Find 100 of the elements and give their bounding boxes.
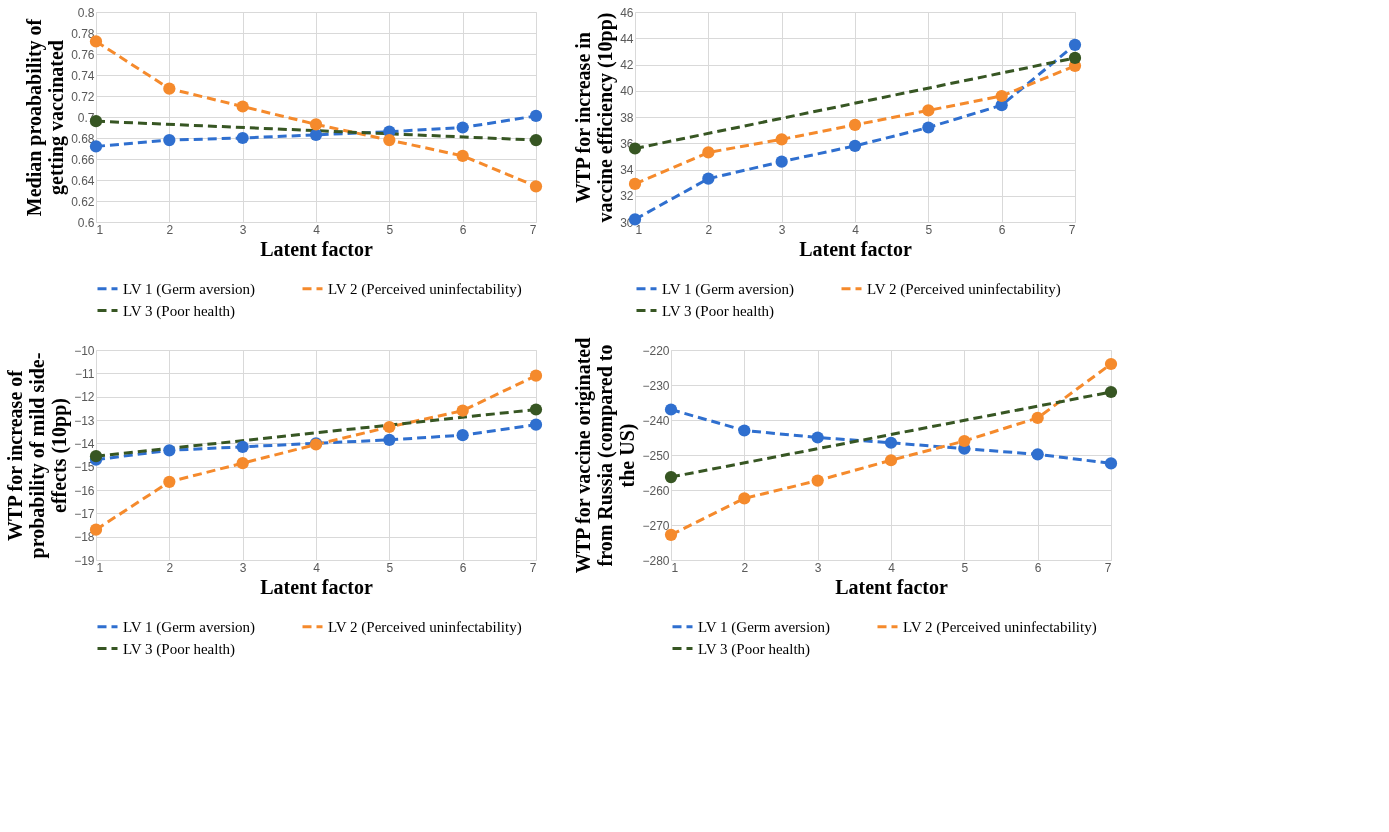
x-axis-title: Latent factor	[260, 575, 373, 598]
point	[1031, 448, 1044, 461]
point	[383, 433, 396, 446]
x-tick-label: 2	[166, 560, 174, 575]
y-tick-label: −19	[74, 553, 95, 568]
point	[884, 436, 898, 449]
x-tick-label: 6	[459, 222, 467, 237]
y-tick-label: −230	[642, 378, 670, 393]
y-tick-label: 42	[620, 58, 634, 72]
x-axis-title: Latent factor	[835, 575, 948, 598]
x-tick-label: 5	[386, 222, 394, 237]
legend-label: LV 2 (Perceived uninfectability)	[328, 280, 522, 298]
x-tick-label: 6	[1034, 560, 1042, 575]
y-tick-label: 0.78	[71, 26, 95, 41]
point	[163, 82, 176, 95]
point	[163, 444, 176, 457]
legend-label: LV 1 (Germ aversion)	[662, 280, 795, 298]
legend-label: LV 1 (Germ aversion)	[123, 280, 256, 298]
y-axis-title: WTP for increase in vaccine efficiency (10pp)	[572, 12, 618, 223]
x-tick-label: 7	[529, 222, 537, 237]
x-tick-label: 4	[888, 560, 896, 575]
y-tick-label: 0.62	[71, 194, 95, 209]
point	[163, 133, 176, 147]
point	[848, 118, 862, 131]
y-tick-label: 38	[620, 110, 634, 125]
y-axis-title: WTP for vaccine originated from Russia (compared to the US)	[572, 337, 640, 574]
point	[236, 440, 249, 453]
y-tick-label: −240	[642, 413, 670, 428]
point	[456, 429, 469, 442]
point	[775, 133, 788, 146]
y-tick-label: −12	[74, 390, 95, 405]
point	[664, 470, 678, 484]
point	[236, 100, 249, 113]
point	[702, 146, 715, 159]
legend-label: LV 1 (Germ aversion)	[698, 618, 831, 636]
y-tick-label: 0.74	[71, 68, 95, 83]
x-tick-label: 5	[925, 222, 933, 237]
y-tick-label: 34	[620, 163, 634, 177]
point	[1104, 457, 1118, 470]
x-axis-title: Latent factor	[260, 237, 373, 260]
point	[811, 474, 824, 487]
point	[664, 403, 678, 416]
x-tick-label: 5	[386, 560, 394, 575]
y-tick-label: −11	[75, 366, 95, 381]
y-tick-label: 46	[620, 5, 634, 20]
point	[995, 89, 1008, 103]
point	[922, 121, 935, 134]
point	[529, 403, 543, 416]
legend-label: LV 2 (Perceived uninfectability)	[867, 280, 1061, 298]
point	[529, 109, 543, 123]
point	[848, 139, 862, 152]
y-tick-label: 0.76	[71, 47, 95, 62]
x-tick-label: 3	[814, 560, 822, 575]
y-tick-label: −14	[74, 436, 95, 451]
point	[958, 434, 971, 448]
y-tick-label: 0.66	[71, 152, 95, 167]
point	[529, 369, 543, 382]
x-tick-label: 2	[741, 560, 749, 575]
point	[309, 118, 323, 131]
x-tick-label: 5	[961, 560, 969, 575]
x-tick-label: 7	[529, 560, 537, 575]
point	[1031, 411, 1044, 425]
y-tick-label: 0.72	[71, 89, 95, 104]
point	[664, 528, 678, 541]
y-tick-label: −220	[642, 343, 670, 358]
x-tick-label: 7	[1104, 560, 1112, 575]
y-tick-label: −15	[74, 460, 95, 475]
legend-label: LV 3 (Poor health)	[662, 302, 775, 320]
y-tick-label: 44	[620, 31, 634, 46]
y-tick-label: −17	[74, 506, 95, 521]
point	[1104, 357, 1118, 371]
point	[309, 128, 323, 141]
point	[922, 104, 935, 117]
point	[456, 404, 469, 417]
y-tick-label: −270	[642, 518, 670, 533]
point	[529, 180, 543, 193]
x-tick-label: 1	[635, 222, 643, 237]
x-tick-label: 1	[96, 222, 104, 237]
x-tick-label: 1	[96, 560, 104, 575]
point	[236, 457, 249, 470]
x-tick-label: 7	[1068, 222, 1076, 237]
y-tick-label: −280	[642, 553, 670, 568]
point	[456, 121, 469, 134]
legend-label: LV 3 (Poor health)	[123, 640, 236, 658]
point	[738, 492, 751, 505]
legend-label: LV 2 (Perceived uninfectability)	[903, 618, 1097, 636]
point	[775, 155, 788, 168]
y-tick-label: 40	[620, 84, 634, 99]
point	[456, 149, 469, 162]
point	[529, 133, 543, 147]
y-tick-label: 0.6	[77, 215, 95, 230]
x-tick-label: 6	[459, 560, 467, 575]
legend-label: LV 3 (Poor health)	[698, 640, 811, 658]
y-tick-label: −250	[642, 448, 670, 463]
x-tick-label: 4	[313, 222, 321, 237]
point	[383, 133, 396, 147]
x-tick-label: 4	[852, 222, 860, 237]
y-axis-title: Median proabability of getting vaccinated	[23, 18, 69, 217]
y-axis-title: WTP for increase of probability of mild side-effects (10pp)	[4, 352, 72, 559]
point	[1068, 51, 1082, 65]
